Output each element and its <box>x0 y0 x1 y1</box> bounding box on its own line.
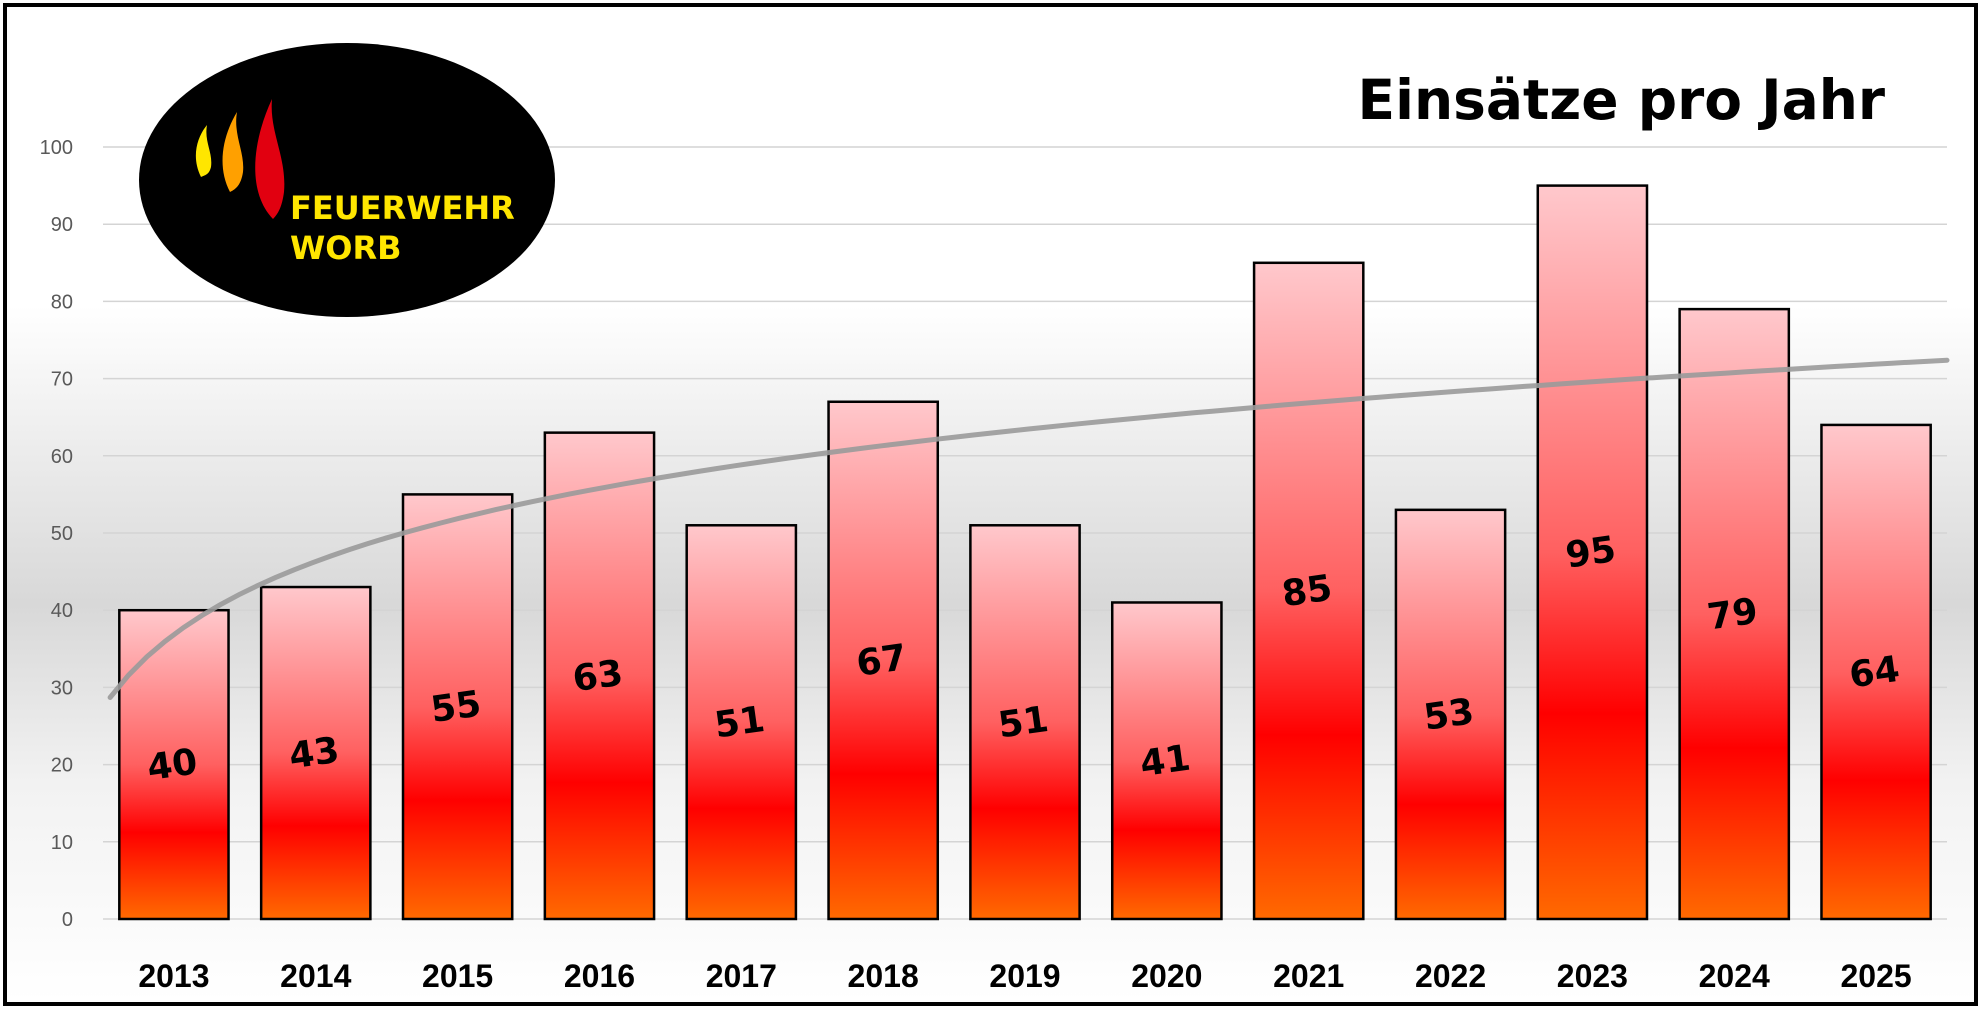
bar <box>1252 261 1365 921</box>
y-tick-label: 70 <box>51 369 73 391</box>
logo: FEUERWEHR WORB <box>139 43 555 317</box>
y-tick-label: 90 <box>51 214 73 236</box>
x-tick-label: 2014 <box>280 958 351 994</box>
x-tick-label: 2023 <box>1557 958 1628 994</box>
data-labels: 40 43 55 63 51 67 51 41 85 53 95 79 64 <box>145 529 1902 789</box>
x-tick-label: 2020 <box>1131 958 1202 994</box>
trendline <box>107 357 1950 700</box>
bar <box>259 585 372 921</box>
logo-line-1: FEUERWEHR <box>290 189 515 227</box>
bar <box>1536 184 1649 921</box>
bar <box>1394 508 1507 921</box>
bar <box>401 493 514 921</box>
data-label: 51 <box>996 699 1051 747</box>
bar-chart: 0 10 20 30 40 50 60 70 80 90 100 40 43 55 63 51 67 51 41 8… <box>40 43 1950 994</box>
data-label: 63 <box>570 653 625 701</box>
chart-frame: 0 10 20 30 40 50 60 70 80 90 100 40 43 55 63 51 67 51 41 8… <box>3 3 1978 1006</box>
bar <box>543 431 656 921</box>
chart-title: Einsätze pro Jahr <box>1358 68 1885 132</box>
y-tick-label: 10 <box>51 832 73 854</box>
x-tick-label: 2019 <box>989 958 1060 994</box>
x-tick-label: 2022 <box>1415 958 1486 994</box>
data-label: 55 <box>428 684 483 732</box>
x-tick-label: 2024 <box>1699 958 1770 994</box>
x-tick-label: 2025 <box>1840 958 1911 994</box>
bar <box>1110 601 1223 921</box>
y-axis-ticks: 0 10 20 30 40 50 60 70 80 90 100 <box>40 137 73 931</box>
data-label: 67 <box>854 637 909 685</box>
data-label: 64 <box>1847 649 1902 697</box>
y-tick-label: 20 <box>51 755 73 777</box>
bar <box>1820 423 1932 921</box>
data-label: 40 <box>145 741 200 789</box>
flame-red-icon <box>255 99 285 219</box>
y-tick-label: 40 <box>51 600 73 622</box>
y-tick-label: 0 <box>62 909 73 931</box>
bars <box>118 184 1932 921</box>
y-tick-label: 30 <box>51 677 73 699</box>
y-tick-label: 60 <box>51 446 73 468</box>
x-tick-label: 2015 <box>422 958 493 994</box>
data-label: 53 <box>1421 691 1476 739</box>
data-label: 79 <box>1705 591 1760 639</box>
y-tick-label: 100 <box>40 137 73 159</box>
data-label: 85 <box>1279 568 1334 616</box>
bar <box>1678 307 1791 921</box>
y-tick-label: 80 <box>51 291 73 313</box>
bar <box>827 400 940 921</box>
flame-yellow-icon <box>195 125 212 177</box>
bar <box>118 608 230 921</box>
y-tick-label: 50 <box>51 523 73 545</box>
x-tick-label: 2017 <box>706 958 777 994</box>
x-tick-label: 2018 <box>848 958 919 994</box>
data-label: 95 <box>1563 529 1618 577</box>
logo-line-2: WORB <box>290 229 402 267</box>
data-label: 51 <box>712 699 767 747</box>
x-tick-label: 2021 <box>1273 958 1344 994</box>
data-label: 43 <box>287 730 342 778</box>
flame-orange-icon <box>222 112 244 192</box>
data-label: 41 <box>1138 738 1193 786</box>
bar <box>969 524 1081 921</box>
bar <box>685 524 798 921</box>
x-tick-label: 2013 <box>138 958 209 994</box>
x-tick-label: 2016 <box>564 958 635 994</box>
x-axis-labels: 2013 2014 2015 2016 2017 2018 2019 2020 2021 2022… <box>138 958 1911 994</box>
